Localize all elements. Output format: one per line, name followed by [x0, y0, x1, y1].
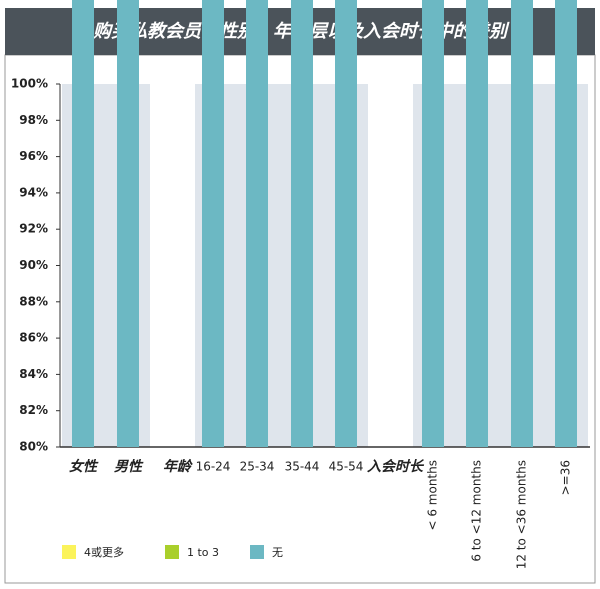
- legend-label: 1 to 3: [187, 546, 219, 559]
- y-tick-label: 86%: [19, 331, 48, 345]
- y-tick-label: 92%: [19, 222, 48, 236]
- x-tick-label: 35-44: [285, 460, 320, 474]
- bar-segment: [335, 0, 357, 447]
- y-tick-label: 82%: [19, 403, 48, 417]
- y-tick-label: 84%: [19, 367, 48, 381]
- legend-swatch: [62, 545, 76, 559]
- bar-segment: [291, 0, 313, 447]
- x-tick-label: 男性: [114, 458, 144, 475]
- bar-segment: [555, 0, 577, 447]
- legend-swatch: [165, 545, 179, 559]
- x-tick-label: 16-24: [196, 460, 231, 474]
- group-label: 年龄: [163, 458, 193, 475]
- bar-segment: [72, 0, 94, 447]
- bar-segment: [246, 0, 268, 447]
- legend-label: 4或更多: [84, 545, 124, 559]
- bar-segment: [202, 0, 224, 447]
- y-tick-label: 98%: [19, 113, 48, 127]
- bar-segment: [511, 0, 533, 447]
- y-tick-label: 94%: [19, 185, 48, 199]
- legend-label: 无: [272, 546, 283, 559]
- y-tick-label: 80%: [19, 440, 48, 454]
- x-tick-label: 25-34: [240, 460, 275, 474]
- x-tick-label: 女性: [69, 458, 99, 475]
- y-tick-label: 90%: [19, 258, 48, 272]
- x-tick-label: < 6 months: [426, 460, 440, 531]
- y-tick-label: 100%: [11, 77, 48, 91]
- legend-swatch: [250, 545, 264, 559]
- bar-segment: [466, 0, 488, 447]
- group-label: 入会时长: [367, 458, 425, 475]
- bar-segment: [117, 0, 139, 447]
- x-tick-label: >=36: [559, 460, 573, 495]
- x-tick-label: 12 to <36 months: [515, 460, 529, 569]
- x-tick-label: 6 to <12 months: [470, 460, 484, 562]
- y-tick-label: 88%: [19, 294, 48, 308]
- bar-segment: [422, 0, 444, 447]
- x-tick-label: 45-54: [329, 460, 364, 474]
- y-tick-label: 96%: [19, 149, 48, 163]
